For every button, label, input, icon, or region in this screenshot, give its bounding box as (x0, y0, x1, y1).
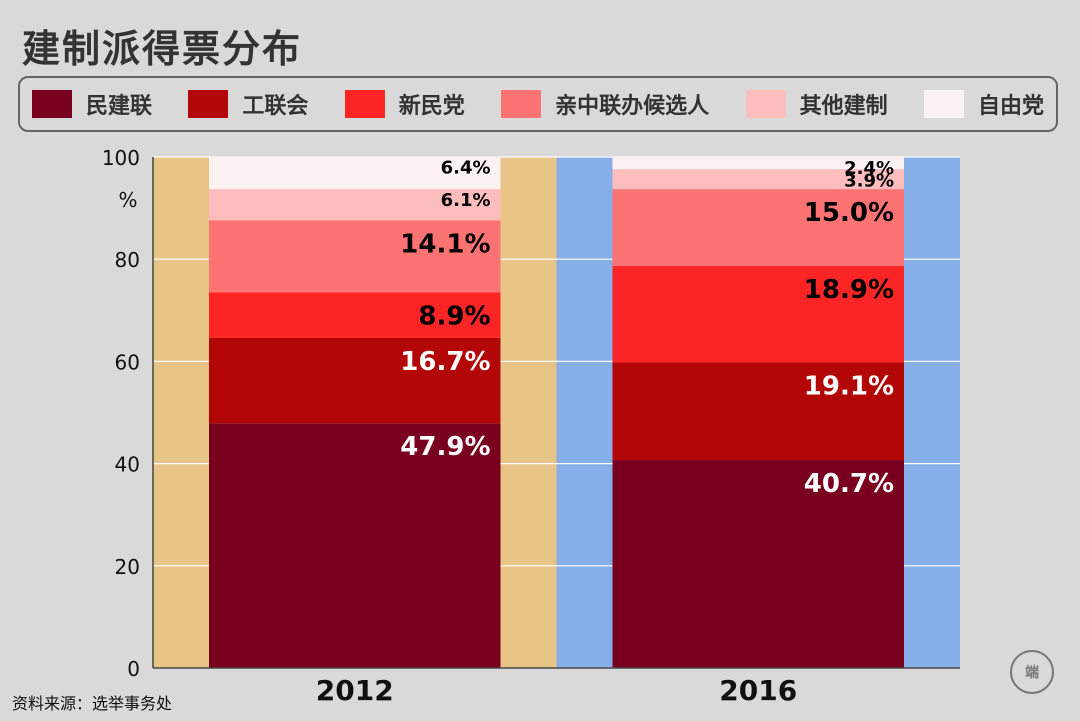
data-label: 16.7% (400, 347, 490, 377)
legend-item-dab: 民建联 (32, 88, 152, 120)
legend-label: 工联会 (242, 94, 309, 119)
data-label: 18.9% (804, 275, 894, 305)
legend-swatch (923, 90, 964, 118)
data-label: 6.1% (441, 190, 491, 211)
bar-segment (612, 362, 904, 461)
y-tick-label: 60 (115, 350, 140, 374)
chart-title: 建制派得票分布 (22, 27, 303, 71)
legend-label: 自由党 (977, 94, 1044, 119)
data-label: 6.4% (441, 157, 491, 178)
bar-segment (209, 220, 501, 293)
bar-segment (209, 292, 501, 338)
data-label: 3.9% (844, 170, 894, 191)
y-tick-label: 100 (102, 146, 140, 170)
bar-segment (612, 265, 904, 363)
y-tick-label: 20 (115, 555, 140, 579)
legend-swatch (501, 90, 542, 118)
legend-item-npp: 新民党 (344, 88, 465, 120)
bar-segment (612, 189, 904, 266)
bar-segment (612, 460, 904, 668)
bar-segment (612, 157, 904, 170)
legend-swatch (188, 90, 229, 118)
bar-segment (209, 156, 501, 190)
legend-item-loco: 亲中联办候选人 (501, 88, 709, 120)
bar-segment (209, 189, 501, 221)
bar-segment (612, 169, 904, 190)
data-label: 40.7% (804, 469, 894, 499)
legend-label: 其他建制 (799, 94, 888, 119)
y-tick-label: 0 (127, 657, 140, 681)
y-tick-label: 80 (115, 248, 140, 272)
legend: 民建联 工联会 新民党 亲中联办候选人 其他建制 自由党 (18, 76, 1058, 132)
legend-swatch (344, 90, 385, 118)
data-label: 47.9% (400, 432, 490, 462)
legend-item-liberal: 自由党 (923, 88, 1044, 120)
data-label: 2.4% (844, 158, 894, 179)
y-unit-label: % (118, 188, 137, 212)
logo-icon: 端 (1010, 650, 1054, 694)
legend-label: 民建联 (86, 94, 153, 119)
data-label: 19.1% (804, 371, 894, 401)
source-note: 资料来源：选举事务处 (12, 694, 173, 713)
x-tick-label: 2016 (719, 674, 797, 707)
data-label: 8.9% (418, 301, 490, 331)
y-tick-label: 40 (115, 453, 140, 477)
legend-swatch (32, 90, 72, 118)
data-label: 15.0% (804, 198, 894, 228)
legend-swatch (745, 90, 786, 118)
legend-item-ftu: 工联会 (188, 88, 308, 120)
bar-segment (209, 423, 501, 668)
x-tick-label: 2012 (316, 674, 394, 707)
data-label: 14.1% (400, 229, 490, 259)
legend-label: 亲中联办候选人 (555, 94, 710, 119)
legend-item-other: 其他建制 (745, 88, 888, 120)
legend-label: 新民党 (398, 94, 465, 119)
bar-segment (209, 337, 501, 424)
